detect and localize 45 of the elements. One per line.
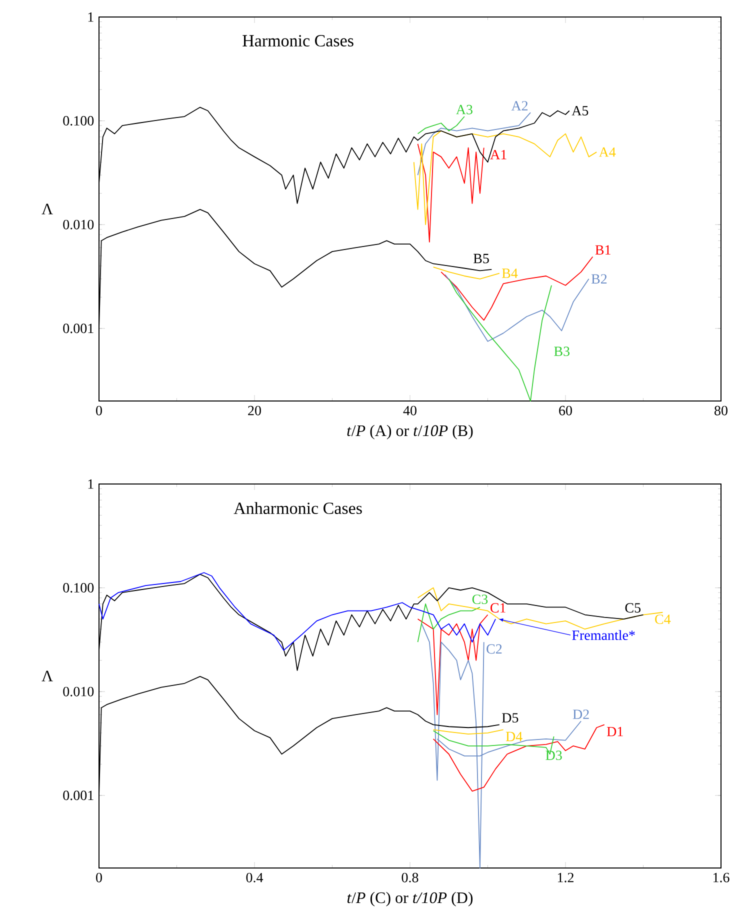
x-tick-label: 0.8 (402, 872, 418, 882)
series-label: A3 (456, 104, 472, 114)
series-label: C3 (472, 594, 488, 604)
series-label: D5 (502, 713, 518, 723)
y-tick-label: 0.100 (62, 583, 94, 593)
series-label: B4 (502, 268, 518, 278)
y-tick-label: 0.010 (62, 686, 94, 696)
series-label: B3 (554, 346, 570, 356)
x-tick-label: 1.6 (713, 872, 730, 882)
y-axis-title: Λ (41, 204, 53, 214)
series-label: B2 (591, 274, 606, 284)
series-label: D3 (545, 750, 562, 760)
x-tick-label: 0 (96, 406, 102, 416)
x-axis-title: t/P (A) or t/10P (B) (347, 424, 473, 440)
x-tick-label: 80 (714, 406, 728, 416)
series-label: C2 (486, 644, 502, 654)
x-axis-title: t/P (C) or t/10P (D) (347, 892, 472, 906)
series-label: A1 (490, 150, 506, 160)
x-tick-label: 1.2 (558, 872, 574, 882)
series-label: B5 (473, 254, 489, 264)
series-label: C4 (654, 614, 670, 624)
y-tick-label: 0.001 (62, 324, 94, 334)
y-tick-label: 1 (88, 479, 94, 489)
y-tick-label: 0.100 (62, 116, 94, 126)
text: Harmonic Cases (242, 35, 354, 46)
series-label: C1 (490, 603, 506, 613)
x-tick-label: 0 (96, 872, 102, 882)
series-label: D1 (606, 726, 623, 736)
series-label: C5 (625, 603, 640, 613)
y-tick-label: 0.001 (62, 790, 94, 800)
y-tick-label: 1 (88, 12, 94, 22)
text: Anharmonic Cases (234, 502, 362, 514)
x-tick-label: 40 (403, 406, 416, 416)
series-label: D4 (506, 732, 522, 742)
x-tick-label: 20 (248, 406, 261, 416)
y-axis-title: Λ (41, 670, 53, 682)
legend-label: Fremantle* (572, 630, 635, 640)
series-label: A2 (511, 101, 528, 110)
y-tick-label: 0.010 (62, 220, 94, 230)
series-label: B1 (595, 245, 610, 255)
series-label: D2 (572, 710, 589, 719)
series-label: A5 (572, 106, 588, 116)
x-tick-label: 60 (558, 406, 572, 416)
x-tick-label: 0.4 (246, 872, 263, 882)
series-label: A4 (598, 147, 616, 157)
